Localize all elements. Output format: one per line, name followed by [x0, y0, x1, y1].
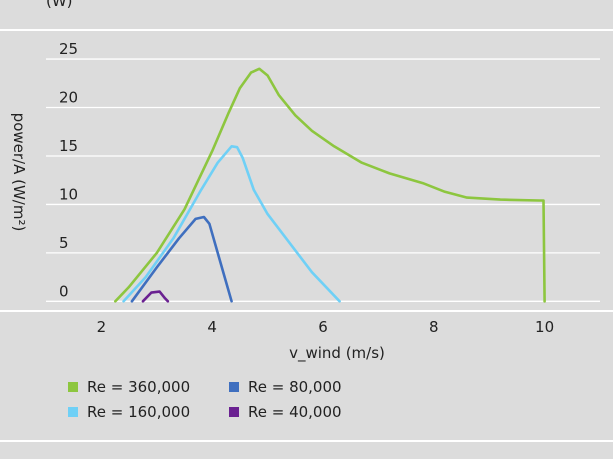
x-tick-label: 8	[429, 318, 439, 336]
legend-swatch-3	[229, 382, 239, 392]
x-tick-label: 2	[97, 318, 107, 336]
x-axis-label: v_wind (m/s)	[289, 344, 385, 363]
x-tick-labels: 2 4 6 8 10	[97, 318, 555, 336]
series-lines	[114, 67, 546, 303]
legend-swatch-1	[68, 382, 78, 392]
legend-swatch-2	[68, 407, 78, 417]
x-tick-label: 4	[207, 318, 217, 336]
legend-label-1: Re = 360,000	[87, 378, 190, 396]
y-tick-label: 20	[59, 89, 78, 107]
y-tick-label: 0	[59, 282, 69, 300]
series-line-2	[122, 145, 341, 303]
series-line-3	[130, 215, 233, 303]
legend: Re = 360,000 Re = 160,000 Re = 80,000 Re = …	[68, 378, 342, 421]
y-tick-label: 15	[59, 137, 78, 155]
legend-label-2: Re = 160,000	[87, 403, 190, 421]
series-line-1	[114, 67, 546, 303]
legend-swatch-4	[229, 407, 239, 417]
top-fragment-text: (W)	[46, 0, 73, 10]
gridlines	[0, 58, 613, 312]
y-tick-labels: 0 5 10 15 20 25	[59, 40, 78, 300]
x-tick-label: 10	[535, 318, 554, 336]
y-tick-label: 5	[59, 234, 69, 252]
legend-label-4: Re = 40,000	[248, 403, 342, 421]
series-line-4	[141, 290, 170, 303]
y-tick-label: 10	[59, 185, 78, 203]
x-tick-label: 6	[318, 318, 328, 336]
y-axis-label: power/A (W/m²)	[10, 113, 28, 232]
y-tick-label: 25	[59, 40, 78, 58]
legend-label-3: Re = 80,000	[248, 378, 342, 396]
